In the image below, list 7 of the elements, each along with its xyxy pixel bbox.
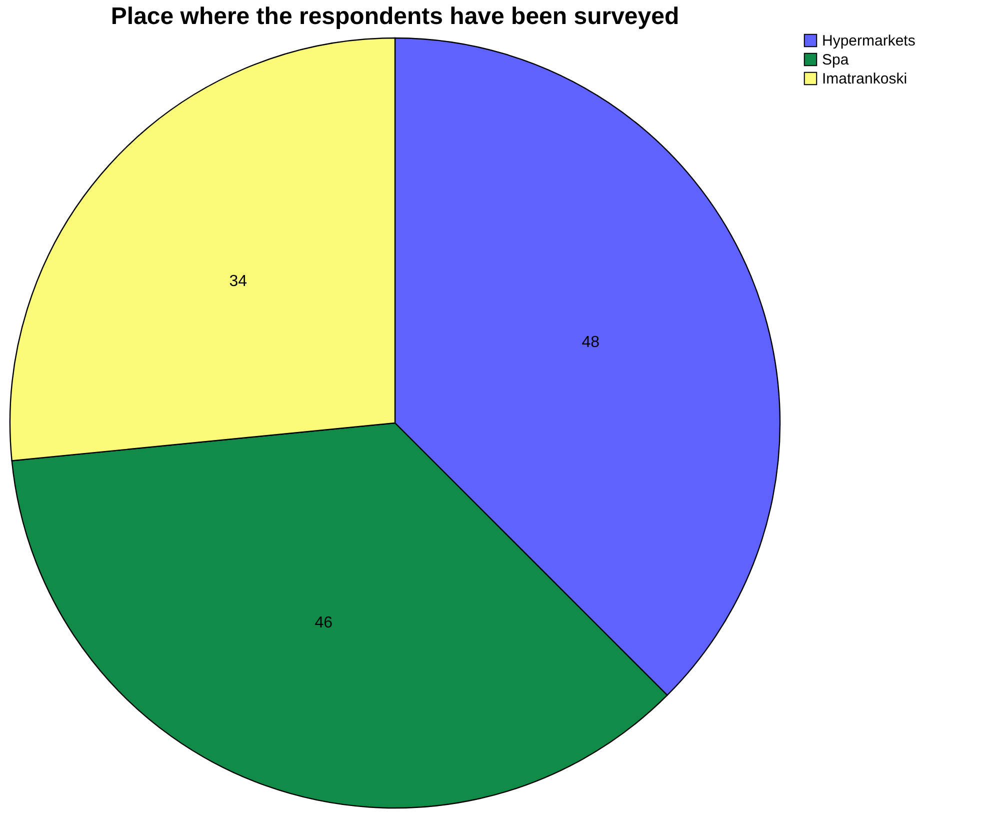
- legend-label: Imatrankoski: [822, 70, 908, 88]
- data-label: 34: [229, 272, 248, 290]
- chart-title: Place where the respondents have been surveyed: [110, 3, 680, 30]
- data-label: 46: [314, 614, 333, 632]
- legend-label: Spa: [822, 52, 850, 68]
- data-label: 48: [582, 334, 600, 351]
- legend-label: Hypermarkets: [822, 32, 916, 50]
